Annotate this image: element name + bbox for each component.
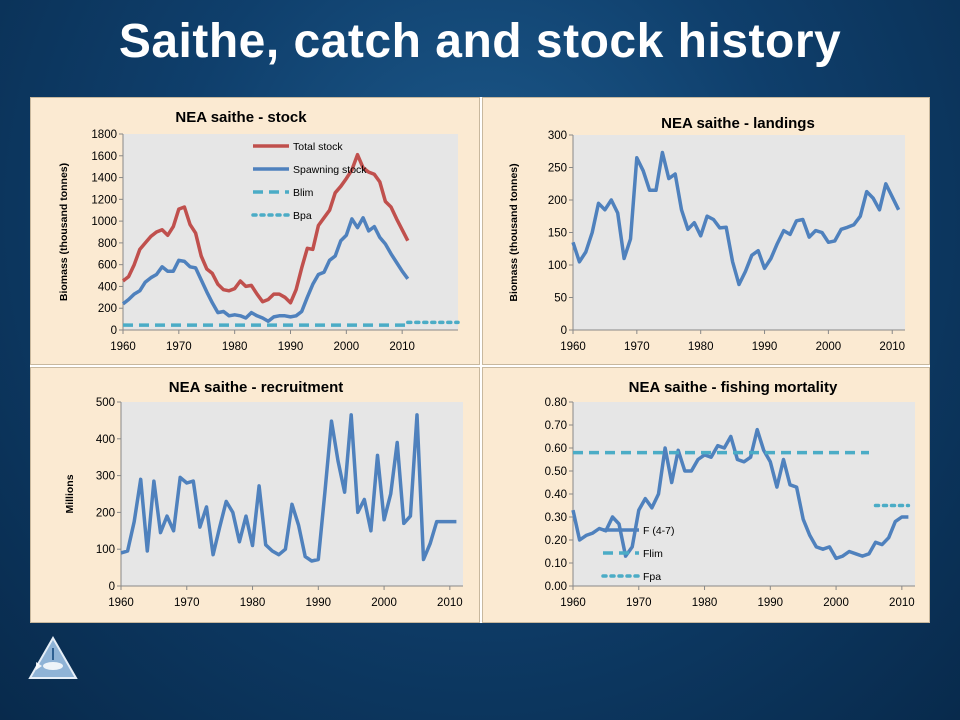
chart-title: NEA saithe - recruitment [169,379,344,396]
fishing-mortality-chart-panel: NEA saithe - fishing mortality 0.00 0.10 0.… [482,367,930,623]
y-tick-label: 0 [109,581,115,593]
triangle-fish-logo [28,636,78,679]
y-tick-label: 1800 [91,129,117,141]
x-tick-label: 2000 [334,341,360,353]
y-tick-label: 150 [548,228,567,240]
y-tick-label: 100 [548,260,567,272]
y-tick-label: 1400 [91,173,117,185]
x-tick-label: 2010 [437,597,463,609]
y-tick-label: 0.80 [545,397,567,409]
series-line-total-stock [121,152,410,305]
x-tick-label: 1970 [174,597,200,609]
y-tick-label: 400 [98,281,117,293]
y-tick-label: 250 [548,163,567,175]
x-tick-label: 2010 [889,597,915,609]
y-axis-label: Biomass (thousand tonnes) [58,163,70,301]
recruitment-chart: NEA saithe - recruitment 0 100 200 300 400 500… [64,379,463,609]
y-tick-label: 300 [548,130,567,142]
legend-label: Flim [643,548,663,560]
plot-area [573,402,915,586]
y-tick-label: 0.10 [545,558,567,570]
stock-chart: NEA saithe - stock 0 200 400 600 800 1000 1200 1… [58,109,460,353]
x-tick-label: 1960 [110,341,136,353]
x-tick-label: 1960 [560,597,586,609]
y-tick-label: 0 [561,325,567,337]
y-tick-label: 800 [98,238,117,250]
landings-chart-panel: NEA saithe - landings 0 50 100 150 200 250 300 1… [482,97,930,365]
x-tick-label: 1980 [222,341,248,353]
legend-label: Spawning stock [293,164,367,176]
y-tick-label: 0.70 [545,420,567,432]
y-tick-label: 50 [554,293,567,305]
x-tick-label: 2000 [816,341,842,353]
y-tick-label: 300 [96,471,115,483]
series-line-series [120,413,457,563]
chart-title: NEA saithe - fishing mortality [629,379,838,396]
x-tick-label: 1980 [240,597,266,609]
x-tick-label: 1960 [560,341,586,353]
stock-chart-panel: NEA saithe - stock 0 200 400 600 800 1000 1200 1… [30,97,480,365]
x-tick-label: 1990 [752,341,778,353]
x-tick-label: 1970 [624,341,650,353]
y-tick-label: 1200 [91,194,117,206]
x-tick-label: 1970 [626,597,652,609]
x-tick-label: 1970 [166,341,192,353]
chart-title: NEA saithe - stock [175,109,307,126]
y-tick-label: 1600 [91,151,117,163]
y-tick-label: 0.00 [545,581,567,593]
y-tick-label: 1000 [91,216,117,228]
legend-label: Total stock [293,141,343,153]
series-line-series [571,150,901,287]
y-axis-label: Biomass (thousand tonnes) [508,163,520,301]
slide-title: Saithe, catch and stock history [118,15,842,68]
y-tick-label: 0.40 [545,489,567,501]
series-line-spawning-stock [121,216,410,324]
fishing-mortality-chart: NEA saithe - fishing mortality 0.00 0.10 0.… [545,379,915,609]
landings-chart: NEA saithe - landings 0 50 100 150 200 250 300 1… [508,115,905,353]
chart-grid: NEA saithe - stock 0 200 400 600 800 1000 1200 1… [30,97,930,623]
y-tick-label: 0.50 [545,466,567,478]
x-tick-label: 1960 [108,597,134,609]
x-tick-label: 1990 [306,597,332,609]
x-tick-label: 1980 [692,597,718,609]
x-tick-label: 2010 [879,341,905,353]
legend-label: F (4-7) [643,525,675,537]
y-tick-label: 400 [96,434,115,446]
y-tick-label: 600 [98,260,117,272]
plot-area [573,135,905,330]
x-tick-label: 1980 [688,341,714,353]
y-tick-label: 0 [111,325,117,337]
x-tick-label: 1990 [758,597,784,609]
x-tick-label: 1990 [278,341,304,353]
y-tick-label: 0.30 [545,512,567,524]
y-tick-label: 0.60 [545,443,567,455]
legend-label: Bpa [293,210,312,222]
x-tick-label: 2000 [371,597,397,609]
chart-title: NEA saithe - landings [661,115,815,132]
y-tick-label: 200 [98,303,117,315]
y-tick-label: 200 [96,507,115,519]
y-tick-label: 100 [96,544,115,556]
legend-label: Blim [293,187,314,199]
x-tick-label: 2000 [823,597,849,609]
recruitment-chart-panel: NEA saithe - recruitment 0 100 200 300 400 500… [30,367,480,623]
y-tick-label: 200 [548,195,567,207]
legend-label: Fpa [643,571,661,583]
y-axis-label: Millions [64,474,76,513]
y-tick-label: 500 [96,397,115,409]
y-tick-label: 0.20 [545,535,567,547]
x-tick-label: 2010 [389,341,415,353]
